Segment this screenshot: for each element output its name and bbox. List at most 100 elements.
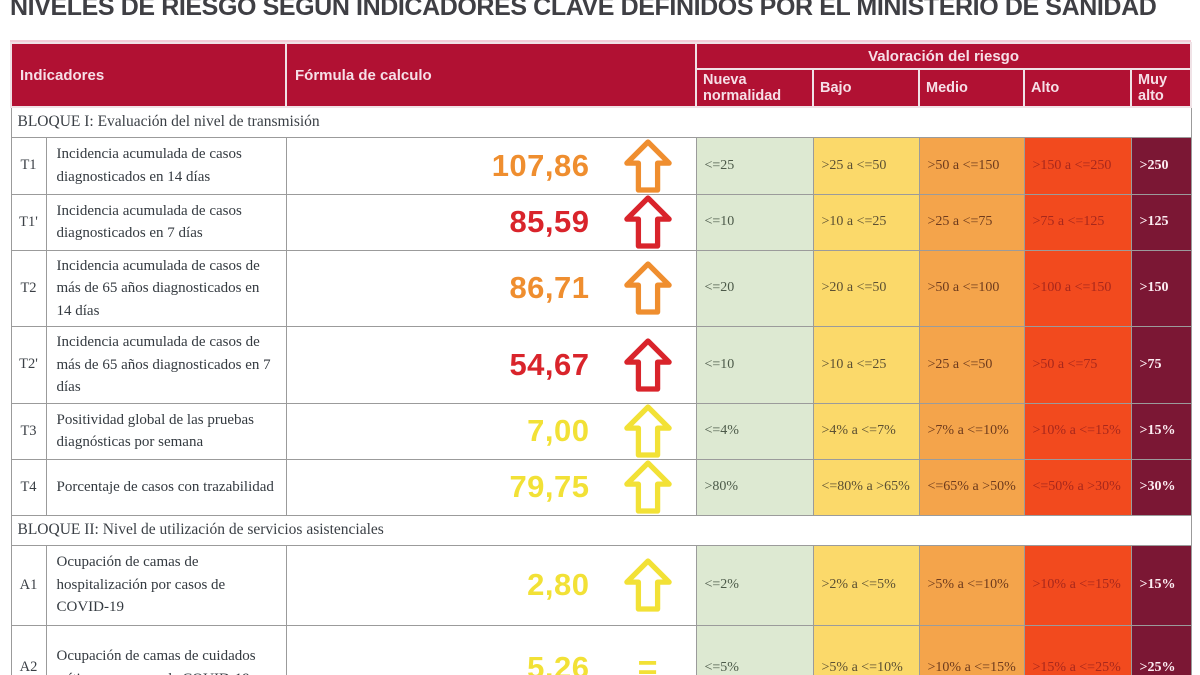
threshold-alto: <=50% a >30% [1023, 458, 1132, 516]
indicator-code: T2' [10, 326, 47, 404]
trend-up-icon [623, 404, 672, 458]
formula-cell: 85,59 [285, 193, 697, 251]
indicator-code: T1' [10, 193, 47, 251]
threshold-medio: >25 a <=75 [918, 193, 1025, 251]
risk-table-container: Indicadores Fórmula de calculo Valoració… [9, 40, 1193, 675]
table-row: A1 Ocupación de camas de hospitalización… [10, 544, 1192, 626]
threshold-bajo: >5% a <=10% [812, 624, 920, 675]
indicator-description: Incidencia acumulada de casos de más de … [45, 326, 287, 404]
threshold-bajo: >20 a <=50 [812, 249, 920, 327]
threshold-bajo: >2% a <=5% [812, 544, 920, 626]
threshold-medio: >7% a <=10% [918, 402, 1025, 460]
indicator-description: Incidencia acumulada de casos de más de … [45, 249, 287, 327]
indicator-code: T4 [10, 458, 47, 516]
threshold-bajo: >25 a <=50 [812, 136, 920, 195]
table-row: T2 Incidencia acumulada de casos de más … [10, 249, 1192, 327]
threshold-alto: >50 a <=75 [1023, 326, 1132, 404]
formula-cell: 2,80 [285, 544, 697, 626]
threshold-alto: >10% a <=15% [1023, 544, 1132, 626]
threshold-bajo: >10 a <=25 [812, 326, 920, 404]
trend-up-icon [623, 558, 672, 612]
threshold-nueva-normalidad: <=10 [695, 193, 814, 251]
indicator-value: 7,00 [527, 413, 590, 448]
threshold-alto: >15% a <=25% [1023, 624, 1132, 675]
threshold-medio: >10% a <=15% [918, 624, 1025, 675]
table-row: T3 Positividad global de las pruebas dia… [10, 402, 1192, 460]
indicator-value: 85,59 [509, 204, 590, 239]
indicator-value: 2,80 [527, 567, 590, 602]
column-header-indicadores: Indicadores [9, 42, 288, 108]
formula-cell: 5,26 = [285, 624, 697, 675]
formula-cell: 107,86 [285, 136, 697, 195]
threshold-muy-alto: >250 [1130, 136, 1192, 195]
indicator-description: Positividad global de las pruebas diagnó… [45, 402, 287, 460]
column-header-level-alto: Alto [1023, 68, 1133, 108]
threshold-nueva-normalidad: <=10 [695, 326, 814, 404]
column-header-level-medio: Medio [918, 68, 1026, 108]
indicator-description: Porcentaje de casos con trazabilidad [45, 458, 287, 516]
threshold-bajo: >10 a <=25 [812, 193, 920, 251]
indicator-value: 79,75 [509, 469, 590, 504]
formula-cell: 54,67 [285, 326, 697, 404]
column-header-level-bajo: Bajo [812, 68, 921, 108]
column-header-level-nueva-normalidad: Nueva normalidad [695, 68, 815, 108]
indicator-description: Ocupación de camas de hospitalización po… [45, 544, 287, 626]
table-row: T4 Porcentaje de casos con trazabilidad … [10, 458, 1192, 516]
formula-cell: 7,00 [285, 402, 697, 460]
threshold-muy-alto: >15% [1130, 544, 1192, 626]
threshold-alto: >75 a <=125 [1023, 193, 1132, 251]
threshold-muy-alto: >30% [1130, 458, 1192, 516]
threshold-bajo: <=80% a >65% [812, 458, 920, 516]
threshold-alto: >100 a <=150 [1023, 249, 1132, 327]
column-header-valoracion: Valoración del riesgo [695, 42, 1193, 70]
indicator-value: 107,86 [491, 147, 590, 183]
threshold-muy-alto: >25% [1130, 624, 1192, 675]
table-row: T1 Incidencia acumulada de casos diagnos… [10, 136, 1192, 195]
threshold-nueva-normalidad: <=5% [695, 624, 814, 675]
formula-cell: 79,75 [285, 458, 697, 516]
indicator-description: Incidencia acumulada de casos diagnostic… [45, 136, 287, 195]
table-row: T1' Incidencia acumulada de casos diagno… [10, 193, 1192, 251]
threshold-muy-alto: >15% [1130, 402, 1192, 460]
threshold-nueva-normalidad: <=4% [695, 402, 814, 460]
indicator-value: 86,71 [509, 270, 590, 306]
trend-up-icon [623, 195, 672, 249]
threshold-muy-alto: >150 [1130, 249, 1192, 327]
table-row: T2' Incidencia acumulada de casos de más… [10, 326, 1192, 404]
indicator-code: T2 [10, 249, 47, 327]
indicator-description: Ocupación de camas de cuidados críticos … [45, 624, 287, 675]
indicator-code: T3 [10, 402, 47, 460]
threshold-nueva-normalidad: <=2% [695, 544, 814, 626]
threshold-bajo: >4% a <=7% [812, 402, 920, 460]
threshold-nueva-normalidad: <=25 [695, 136, 814, 195]
trend-equal-icon: = [637, 648, 658, 675]
trend-up-icon [623, 138, 672, 193]
threshold-nueva-normalidad: >80% [695, 458, 814, 516]
formula-cell: 86,71 [285, 249, 697, 327]
threshold-medio: >50 a <=100 [918, 249, 1025, 327]
threshold-medio: >5% a <=10% [918, 544, 1025, 626]
indicator-code: A1 [10, 544, 47, 626]
block-header-row: BLOQUE I: Evaluación del nivel de transm… [10, 106, 1192, 138]
page-title: NIVELES DE RIESGO SEGÚN INDICADORES CLAV… [10, 0, 1157, 21]
block-label: BLOQUE II: Nivel de utilización de servi… [10, 514, 1192, 546]
threshold-nueva-normalidad: <=20 [695, 249, 814, 327]
table-row: A2 Ocupación de camas de cuidados crític… [10, 624, 1192, 675]
trend-up-icon [623, 261, 672, 315]
threshold-medio: >50 a <=150 [918, 136, 1025, 195]
trend-up-icon [623, 338, 672, 392]
risk-indicators-table: Indicadores Fórmula de calculo Valoració… [9, 42, 1193, 675]
indicator-value: 54,67 [509, 346, 590, 382]
column-header-formula: Fórmula de calculo [285, 42, 698, 108]
block-label: BLOQUE I: Evaluación del nivel de transm… [10, 106, 1192, 138]
threshold-alto: >10% a <=15% [1023, 402, 1132, 460]
indicator-code: T1 [10, 136, 47, 195]
column-header-level-muy-alto: Muy alto [1130, 68, 1193, 108]
indicator-value: 5,26 [527, 649, 590, 675]
threshold-medio: <=65% a >50% [918, 458, 1025, 516]
threshold-alto: >150 a <=250 [1023, 136, 1132, 195]
indicator-code: A2 [10, 624, 47, 675]
trend-up-icon [623, 460, 672, 514]
threshold-medio: >25 a <=50 [918, 326, 1025, 404]
